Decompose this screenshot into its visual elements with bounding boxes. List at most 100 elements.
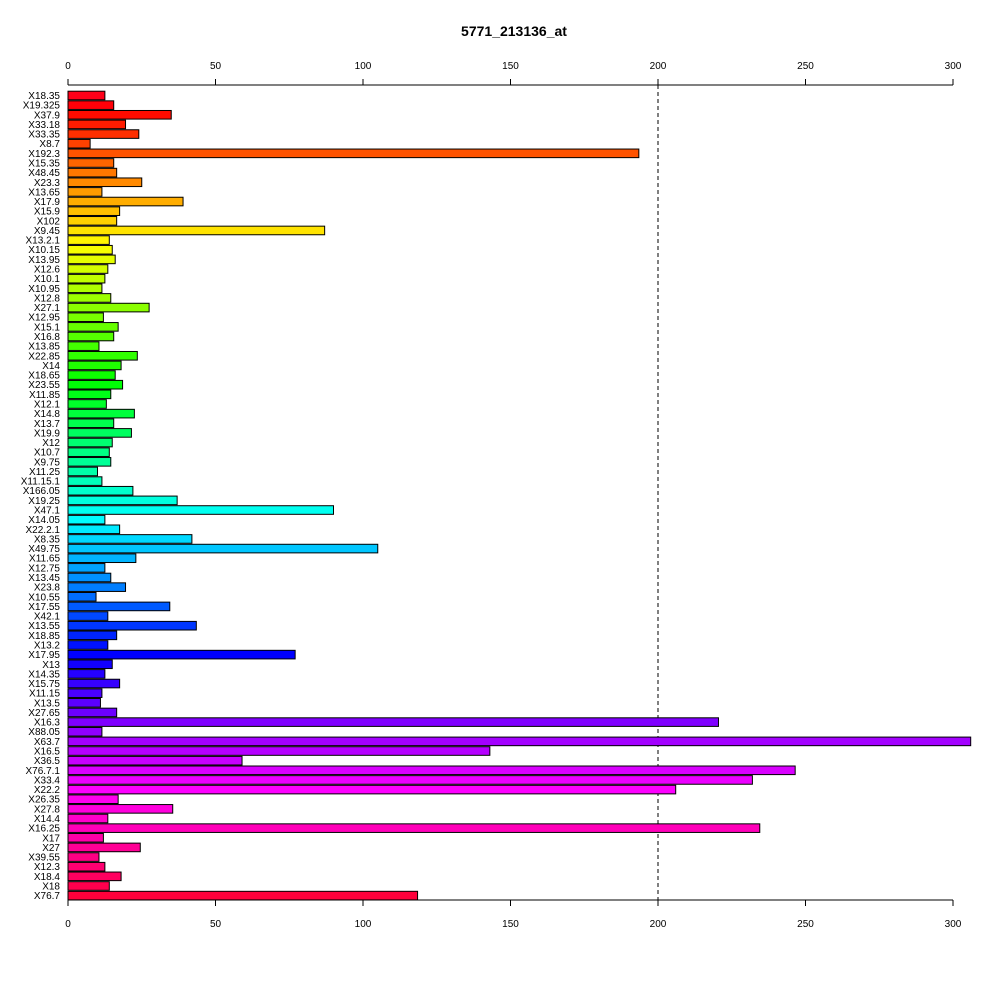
category-label: X192.3	[28, 149, 60, 160]
category-label: X18.65	[28, 371, 60, 382]
category-label: X19.325	[23, 101, 61, 112]
category-label: X13	[42, 660, 60, 671]
bar-X14.05	[67, 514, 106, 525]
bar-X11.15.1	[67, 476, 103, 486]
category-label: X15.35	[28, 158, 60, 169]
bar-X9.75	[67, 457, 112, 467]
category-label: X13.55	[28, 621, 60, 632]
category-label: X12.95	[28, 313, 60, 324]
category-label: X11.15	[29, 689, 60, 700]
category-label: X15.75	[28, 679, 60, 690]
bar-X18.65	[67, 370, 116, 380]
x-tick-label-bottom: 300	[945, 919, 962, 930]
bar-X15.75	[67, 678, 121, 689]
category-label: X9.75	[34, 457, 61, 468]
category-label: X12.6	[34, 265, 61, 276]
bar-X13.95	[67, 254, 116, 265]
category-label: X18.85	[28, 631, 60, 642]
bar-X76.7	[67, 890, 419, 901]
category-label: X63.7	[34, 737, 61, 748]
bar-X13.5	[67, 698, 101, 708]
category-label: X42.1	[34, 612, 61, 623]
category-label: X8.7	[39, 139, 60, 150]
bar-X13.65	[67, 187, 103, 197]
bar-X13.2	[67, 640, 109, 650]
x-tick-label-top: 250	[797, 61, 814, 72]
bar-X88.05	[67, 726, 103, 737]
category-label: X12.1	[34, 399, 61, 410]
bar-X11.25	[67, 466, 98, 477]
bar-X22.2	[67, 784, 677, 795]
category-label: X33.18	[28, 120, 60, 131]
bar-X16.5	[67, 746, 491, 756]
category-label: X16.3	[34, 718, 61, 729]
bar-X27	[67, 842, 141, 853]
bar-X12.1	[67, 399, 107, 409]
category-label: X13.85	[28, 342, 60, 353]
bar-X18.85	[67, 630, 118, 641]
bar-X13.45	[67, 572, 112, 583]
category-label: X15.1	[34, 322, 61, 333]
bar-X11.65	[67, 553, 137, 564]
bar-X12.75	[67, 563, 106, 573]
bar-X11.85	[67, 389, 112, 400]
bar-X17.9	[67, 196, 184, 207]
bar-X33.18	[67, 119, 127, 130]
bar-X33.35	[67, 129, 140, 139]
x-tick-label-top: 50	[210, 61, 222, 72]
category-label: X13.65	[28, 187, 60, 198]
category-label: X48.45	[28, 168, 60, 179]
category-label: X166.05	[23, 486, 61, 497]
bar-X42.1	[67, 611, 109, 621]
x-tick-label-bottom: 0	[65, 919, 71, 930]
bar-X14	[67, 360, 122, 371]
category-label: X13.5	[34, 698, 61, 709]
category-label: X10.1	[34, 274, 61, 285]
bar-X192.3	[67, 148, 640, 159]
category-label: X10.7	[34, 448, 61, 459]
bar-X36.5	[67, 755, 243, 766]
bar-X49.75	[67, 543, 379, 554]
bar-X12.95	[67, 312, 104, 323]
bar-X19.25	[67, 495, 178, 506]
bar-X14.4	[67, 813, 109, 824]
x-tick-label-top: 100	[355, 61, 372, 72]
x-tick-label-top: 300	[945, 61, 962, 72]
x-tick-label-bottom: 150	[502, 919, 519, 930]
bar-X15.9	[67, 206, 121, 216]
category-label: X88.05	[28, 727, 60, 738]
bar-X48.45	[67, 167, 118, 178]
category-label: X12.3	[34, 862, 61, 873]
category-label: X13.2.1	[26, 236, 61, 247]
bar-X8.35	[67, 534, 193, 544]
category-label: X12.75	[28, 563, 60, 574]
bar-X27.65	[67, 707, 118, 718]
bar-X63.7	[67, 736, 972, 747]
bar-X17.95	[67, 649, 296, 660]
category-label: X14.8	[34, 409, 61, 420]
bar-X10.95	[67, 283, 103, 294]
category-label: X11.85	[29, 390, 60, 401]
bar-X12	[67, 437, 113, 448]
chart-title: 5771_213136_at	[461, 23, 567, 39]
category-label: X102	[37, 216, 61, 227]
bar-X23.8	[67, 582, 127, 592]
x-tick-label-bottom: 200	[650, 919, 667, 930]
category-label: X15.9	[34, 207, 61, 218]
category-label: X16.8	[34, 332, 61, 343]
category-label: X39.55	[28, 853, 60, 864]
category-label: X10.55	[28, 592, 60, 603]
category-label: X76.7.1	[26, 766, 61, 777]
bar-X13.2.1	[67, 235, 110, 245]
category-label: X19.9	[34, 428, 61, 439]
x-tick-label-bottom: 250	[797, 919, 814, 930]
bar-X18.35	[67, 90, 106, 101]
bar-X33.4	[67, 775, 753, 785]
bar-X23.3	[67, 177, 143, 188]
bars	[67, 90, 972, 901]
category-label: X11.15.1	[21, 477, 61, 488]
category-label: X17.95	[28, 650, 60, 661]
bar-X16.25	[67, 823, 761, 833]
bar-X10.55	[67, 591, 97, 602]
category-label: X11.65	[29, 554, 60, 565]
